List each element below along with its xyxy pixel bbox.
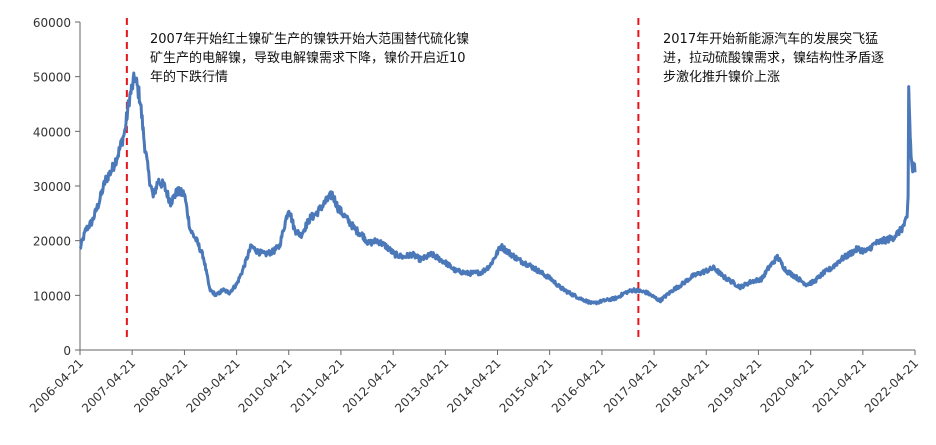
x-tick-label: 2007-04-21 (79, 356, 138, 415)
x-tick-label: 2009-04-21 (183, 356, 242, 415)
nickel-price-line (79, 71, 917, 306)
x-tick-label: 2008-04-21 (131, 356, 190, 415)
y-tick-label: 60000 (33, 16, 71, 30)
x-tick-label: 2021-04-21 (810, 356, 869, 415)
y-tick-label: 50000 (33, 71, 71, 85)
x-axis: 2006-04-212007-04-212008-04-212009-04-21… (27, 349, 921, 415)
x-tick-label: 2019-04-21 (705, 356, 764, 415)
x-tick-label: 2010-04-21 (236, 356, 295, 415)
x-tick-label: 2015-04-21 (497, 356, 556, 415)
event-markers (125, 18, 640, 340)
y-tick-label: 10000 (33, 289, 71, 303)
x-tick-label: 2022-04-21 (862, 356, 921, 415)
x-tick-label: 2016-04-21 (549, 356, 608, 415)
x-tick-label: 2012-04-21 (340, 356, 399, 415)
x-tick-label: 2017-04-21 (601, 356, 660, 415)
y-tick-label: 30000 (33, 180, 71, 194)
annotation-2007: 2007年开始红土镍矿生产的镍铁开始大范围替代硫化镍矿生产的电解镍，导致电解镍需… (150, 32, 470, 85)
x-tick-label: 2011-04-21 (288, 356, 347, 415)
x-tick-label: 2018-04-21 (653, 356, 712, 415)
x-tick-label: 2020-04-21 (758, 356, 817, 415)
y-tick-label: 0 (63, 344, 71, 358)
annotation-2017: 2017年开始新能源汽车的发展突飞猛进，拉动硫酸镍需求，镍结构性矛盾逐步激化推升… (663, 32, 885, 85)
y-tick-label: 40000 (33, 125, 71, 139)
x-tick-label: 2013-04-21 (392, 356, 451, 415)
y-tick-label: 20000 (33, 235, 71, 249)
y-axis: 0 10000 20000 30000 40000 50000 60000 (33, 16, 81, 358)
x-tick-label: 2014-04-21 (444, 356, 503, 415)
x-tick-label: 2006-04-21 (27, 356, 86, 415)
